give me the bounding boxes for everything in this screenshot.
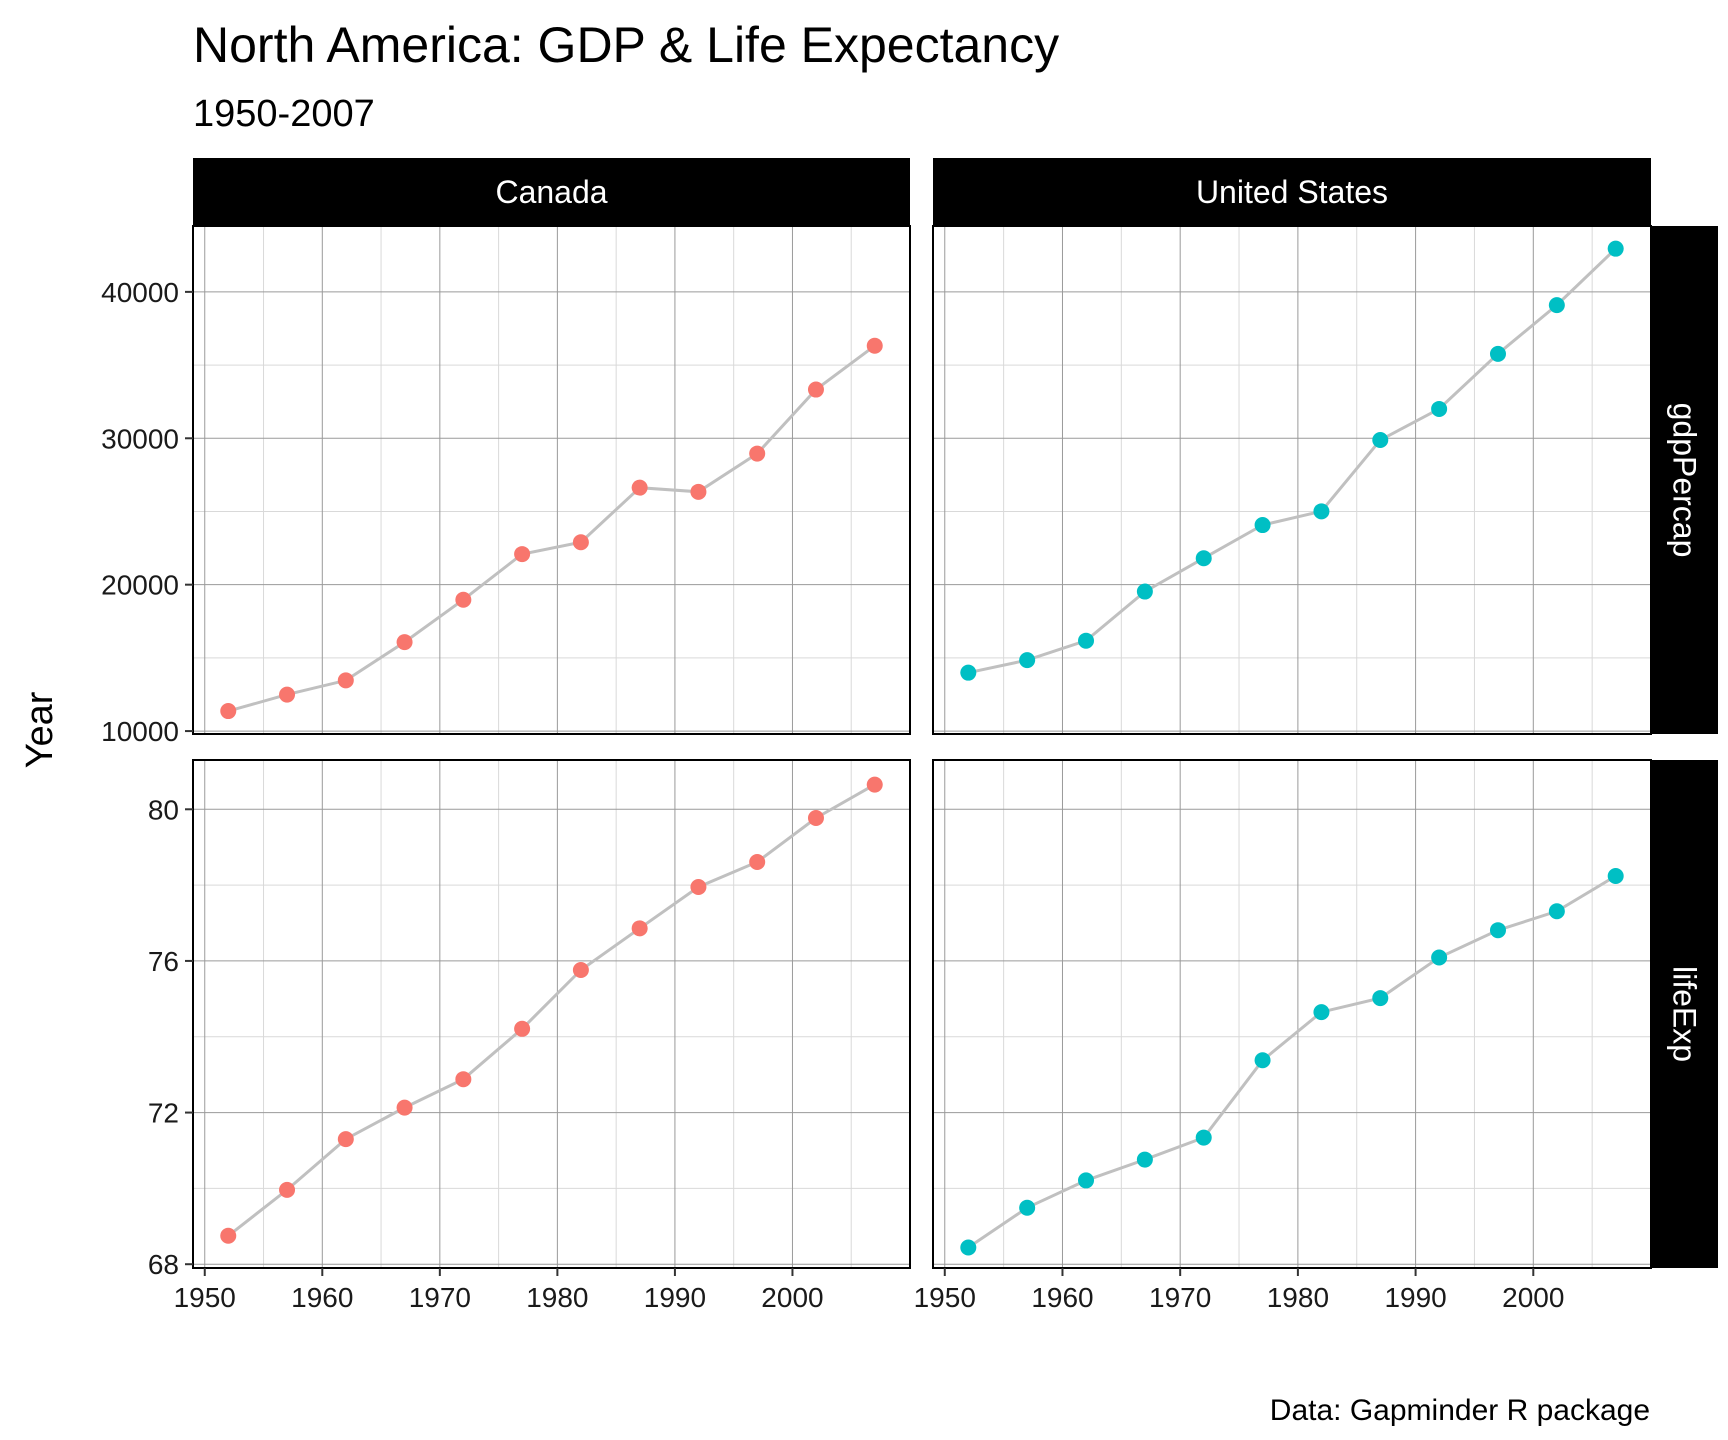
data-point (1136, 1151, 1153, 1168)
data-point (220, 703, 237, 720)
data-point (279, 1181, 296, 1198)
chart-caption: Data: Gapminder R package (1270, 1394, 1650, 1427)
y-tick-label: 76 (148, 946, 179, 977)
facet-strip-1 (933, 158, 1651, 226)
y-tick-label: 68 (148, 1249, 179, 1280)
series-line (967, 874, 1617, 1249)
data-point (1313, 1004, 1330, 1021)
y-tick-label: 72 (148, 1098, 179, 1129)
x-tick-label: 1970 (409, 1282, 471, 1313)
data-point (807, 381, 824, 398)
y-tick-label: 10000 (101, 716, 179, 747)
chart-title: North America: GDP & Life Expectancy (193, 17, 1059, 73)
data-point (572, 534, 589, 551)
data-point (960, 1239, 977, 1256)
data-point (1489, 345, 1506, 362)
data-point (690, 879, 707, 895)
data-point (690, 483, 707, 500)
x-tick-label: 2000 (761, 1282, 823, 1313)
y-tick-label: 40000 (101, 277, 179, 308)
data-point (1136, 583, 1153, 600)
panel-background (193, 226, 910, 734)
x-tick-label: 1960 (291, 1282, 353, 1313)
panel-gdpPercap-1 (932, 225, 1652, 735)
panel-border (932, 225, 1652, 735)
data-point (866, 337, 883, 354)
plot-area: Canada United States gdpPercap lifeExp 10000… (101, 158, 1718, 1313)
x-tick-label: 1970 (1149, 1282, 1211, 1313)
x-tick-label: 1960 (1031, 1282, 1093, 1313)
panel-lifeExp-0: 68 72 76 80 1950 1960 1970 1980 1990 2000 (148, 759, 911, 1313)
data-point (1548, 297, 1565, 314)
data-point (1254, 1052, 1271, 1069)
data-point (455, 1071, 472, 1088)
x-tick-label: 1980 (1267, 1282, 1329, 1313)
data-point (749, 445, 766, 462)
row-strip-label: lifeExp (1667, 966, 1703, 1062)
panel-border (192, 759, 911, 1269)
row-strip-0 (1651, 226, 1718, 734)
y-tick-label: 30000 (101, 423, 179, 454)
x-tick-label: 2000 (1502, 1282, 1564, 1313)
data-point (749, 853, 766, 870)
data-point (807, 810, 824, 827)
x-tick-label: 1950 (174, 1282, 236, 1313)
y-axis-title: Year (19, 691, 61, 768)
x-tick-label: 1990 (644, 1282, 706, 1313)
row-strip-1 (1651, 760, 1718, 1268)
panel-gdpPercap-0: 10000 20000 30000 40000 (101, 225, 911, 747)
data-point (220, 1227, 237, 1244)
data-point (1607, 240, 1624, 257)
chart-subtitle: 1950-2007 (193, 93, 375, 135)
x-tick-label: 1950 (914, 1282, 976, 1313)
panel-background (193, 760, 910, 1268)
data-point (631, 479, 648, 496)
data-point (396, 634, 413, 651)
data-point (1195, 1129, 1212, 1146)
data-point (1078, 1172, 1095, 1189)
data-point (1372, 431, 1389, 448)
row-strip-label: gdpPercap (1667, 403, 1703, 558)
panel-border (932, 759, 1652, 1269)
data-point (866, 776, 883, 793)
series-line (227, 783, 876, 1237)
data-point (279, 686, 296, 703)
data-point (960, 664, 977, 681)
data-point (1313, 503, 1330, 520)
data-point (514, 546, 531, 563)
data-point (396, 1099, 413, 1116)
data-point (1078, 632, 1095, 649)
panel-lifeExp-1: 1950 1960 1970 1980 1990 2000 (914, 759, 1652, 1313)
data-point (631, 920, 648, 937)
data-point (455, 591, 472, 608)
data-point (337, 672, 354, 689)
data-point (1489, 922, 1506, 939)
facet-strip-label: United States (1196, 174, 1388, 210)
x-tick-label: 1980 (526, 1282, 588, 1313)
data-point (1019, 652, 1036, 669)
panel-border (192, 225, 911, 735)
data-point (1607, 868, 1624, 885)
data-point (1254, 517, 1271, 534)
data-point (1431, 400, 1448, 417)
facet-strip-label: Canada (495, 174, 607, 210)
series-line (967, 247, 1617, 675)
y-tick-label: 80 (148, 794, 179, 825)
data-point (1431, 949, 1448, 966)
panel-background (933, 760, 1651, 1268)
data-point (337, 1131, 354, 1148)
data-point (572, 962, 589, 979)
y-tick-label: 20000 (101, 570, 179, 601)
data-point (1548, 903, 1565, 920)
data-point (514, 1020, 531, 1037)
x-tick-label: 1990 (1384, 1282, 1446, 1313)
panel-background (933, 226, 1651, 734)
data-point (1019, 1199, 1036, 1216)
data-point (1372, 990, 1389, 1007)
facet-strip-0 (193, 158, 910, 226)
series-line (227, 344, 876, 713)
data-point (1195, 550, 1212, 567)
